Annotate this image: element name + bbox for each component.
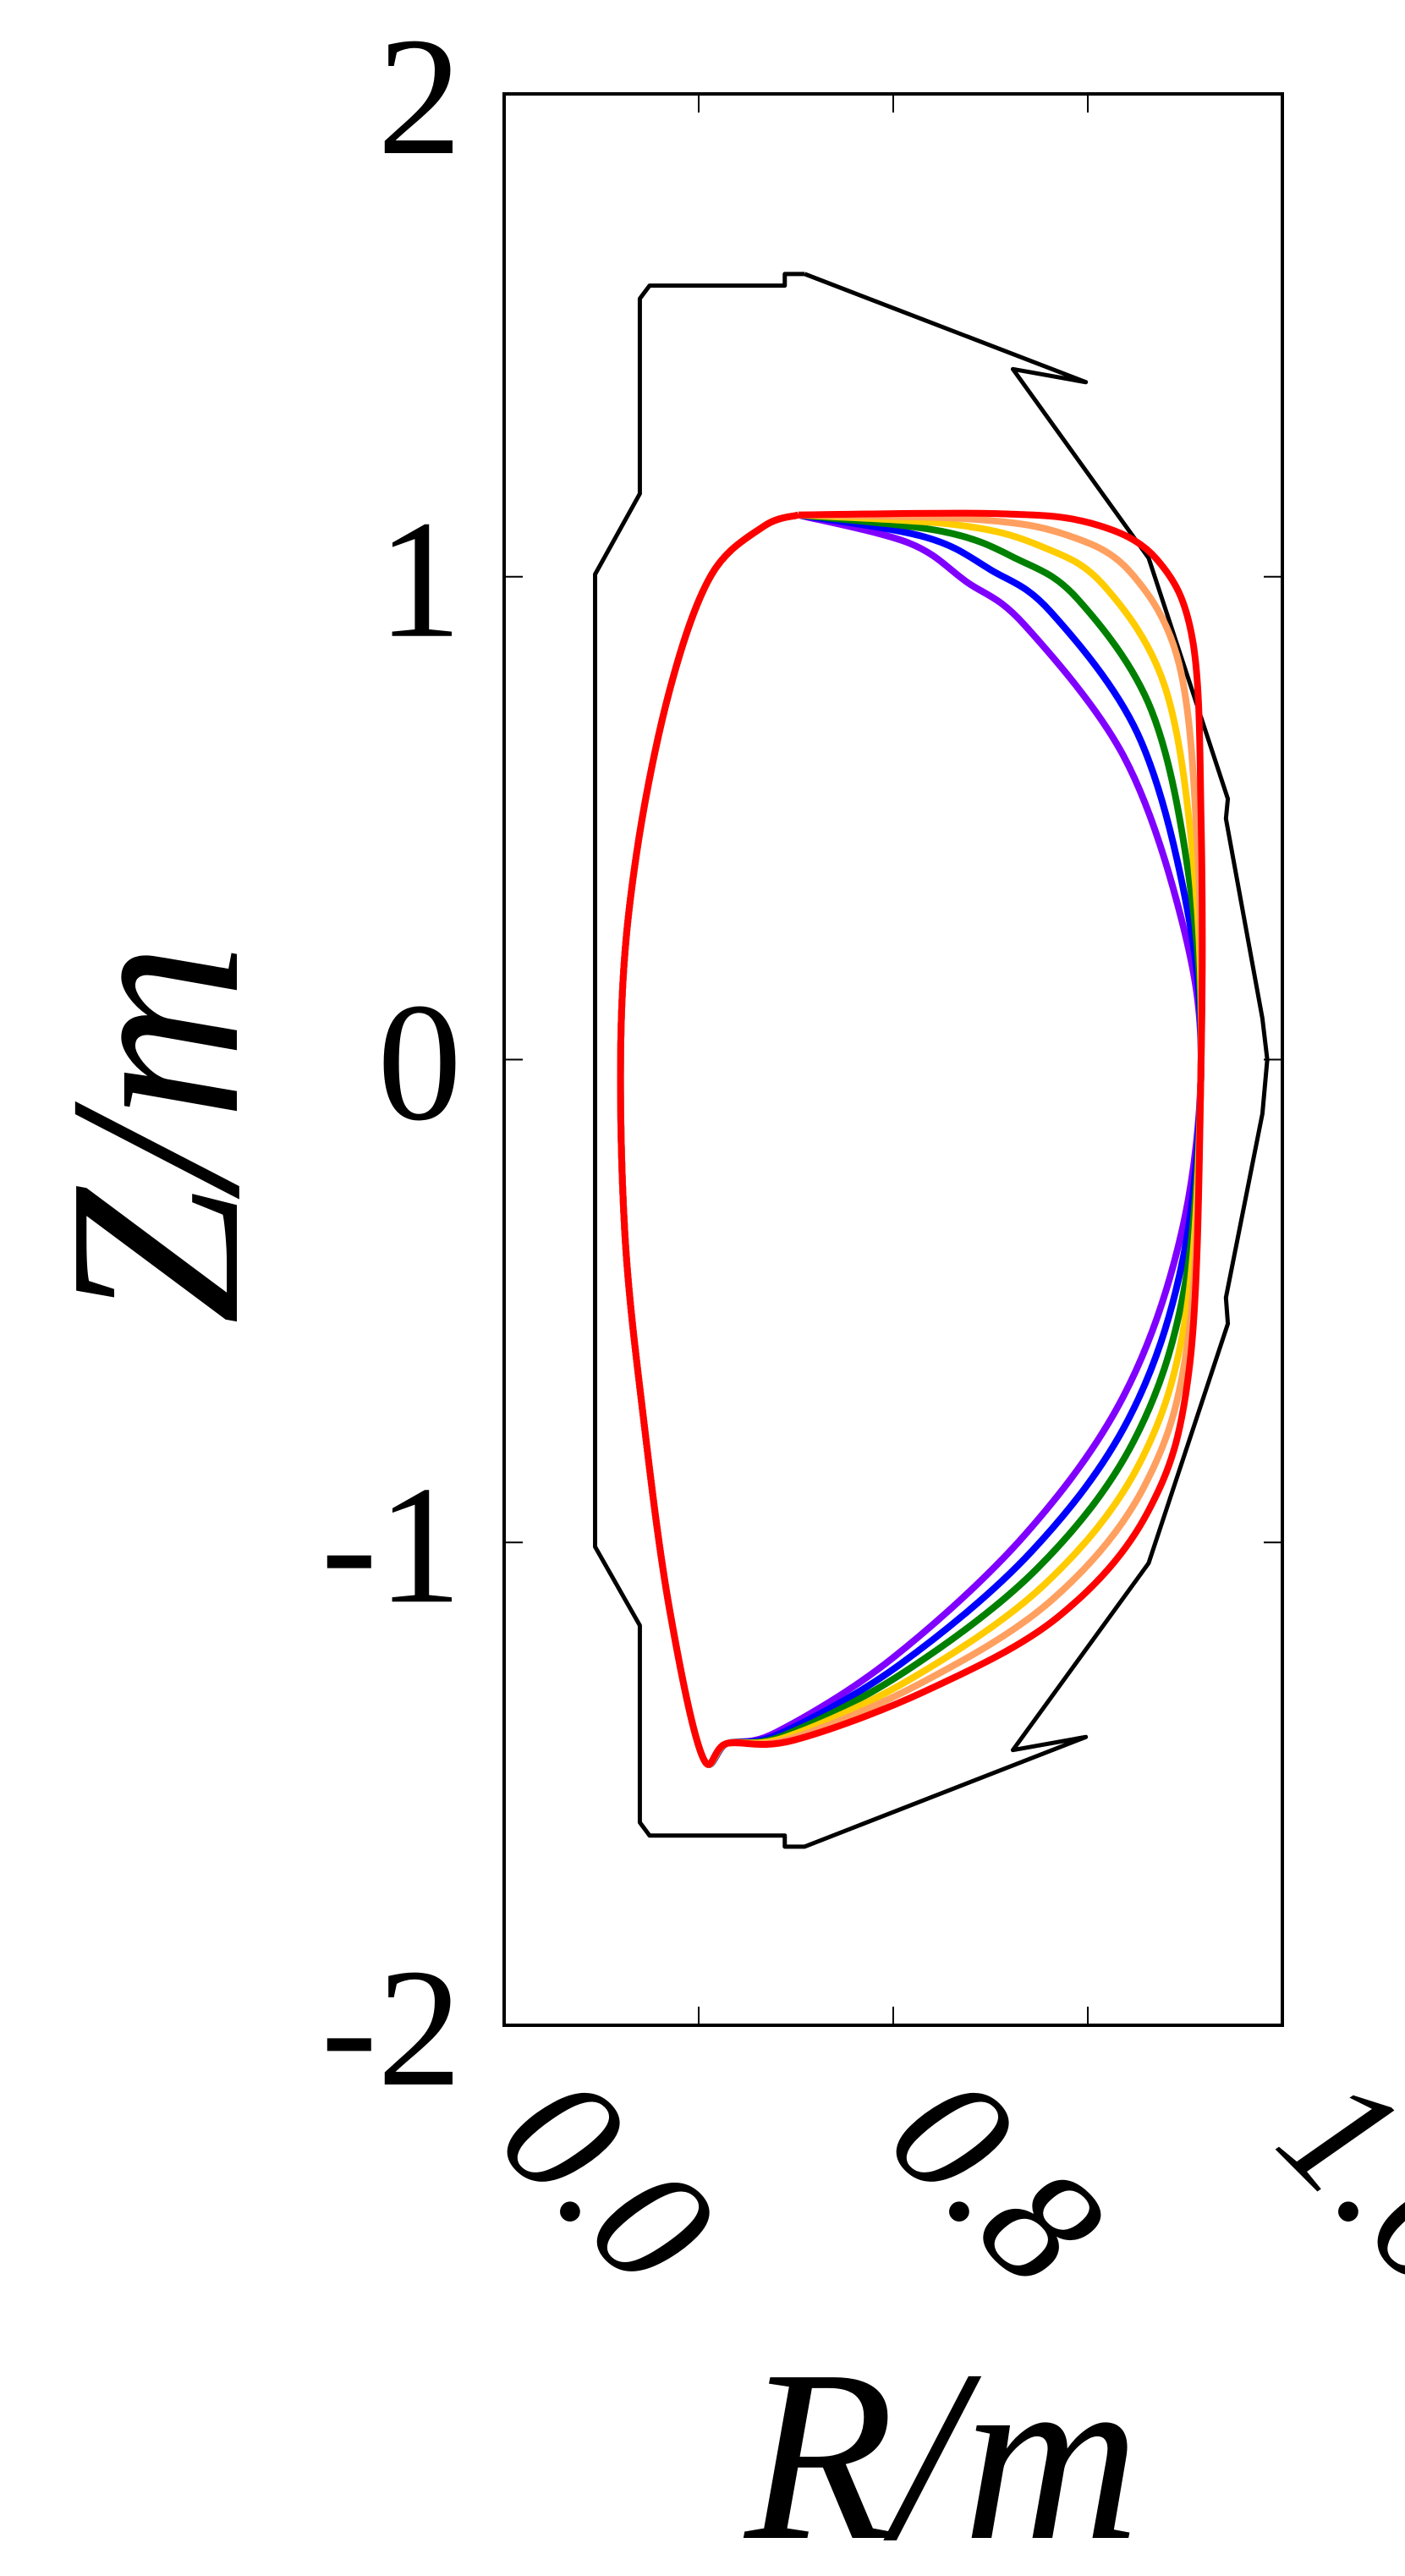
y-tick-label: -2 <box>321 1935 462 2122</box>
boundary-line <box>617 511 1205 1768</box>
y-tick-label: 0 <box>377 969 462 1156</box>
x-axis-label: R/m <box>741 2320 1140 2572</box>
y-tick-label: 2 <box>377 3 462 190</box>
boundary-line <box>617 509 1206 1768</box>
boundary-line <box>617 511 1205 1768</box>
boundary-line <box>617 511 1205 1768</box>
x-tick-label: 0.0 <box>466 2039 748 2321</box>
y-tick-label: 1 <box>377 486 462 673</box>
x-tick-label: 1.6 <box>1244 2039 1405 2321</box>
boundary-line <box>617 511 1205 1768</box>
plot-frame <box>502 92 1284 2027</box>
x-tick-label: 0.8 <box>855 2039 1137 2321</box>
y-axis-label: Z/m <box>19 942 290 1324</box>
y-tick-label: -1 <box>321 1452 462 1639</box>
boundary-line <box>617 511 1205 1768</box>
wall-contour <box>593 272 1270 1849</box>
